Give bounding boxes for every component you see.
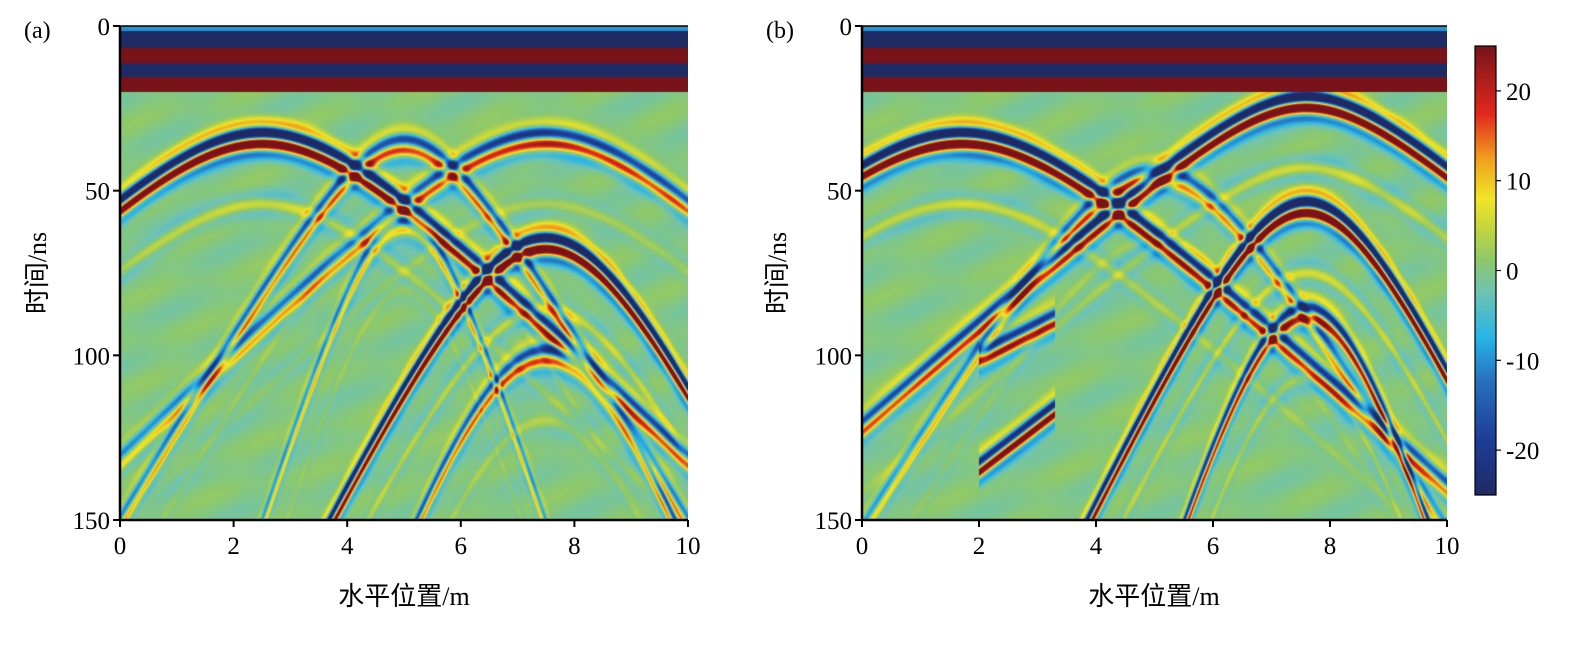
panel-b-ylabel: 时间/ns <box>763 232 792 314</box>
colorbar-tick-label: -10 <box>1506 348 1539 375</box>
panel-b-xtick-label: 2 <box>973 533 986 560</box>
panel-a-xtick-label: 0 <box>114 533 127 560</box>
panel-b-xtick-label: 6 <box>1207 533 1220 560</box>
panel-a-label: (a) <box>24 18 51 44</box>
colorbar-tick-label: 20 <box>1506 79 1531 106</box>
panel-b-xlabel: 水平位置/m <box>1088 582 1219 611</box>
panel-b-xtick-label: 4 <box>1090 533 1103 560</box>
panel-b-heatmap <box>862 26 1447 520</box>
panel-b-ytick-label: 50 <box>827 179 852 206</box>
panel-a-xtick-label: 2 <box>227 533 240 560</box>
panel-a-xtick-label: 6 <box>455 533 468 560</box>
panel-a-xtick-label: 8 <box>568 533 581 560</box>
panel-a-ytick-label: 150 <box>73 508 111 535</box>
panel-a-ytick-label: 50 <box>85 179 110 206</box>
panel-b-ytick-label: 0 <box>840 14 853 41</box>
panel-b-label: (b) <box>766 18 794 44</box>
panel-b-ytick-label: 100 <box>815 343 853 370</box>
colorbar-tick-label: -20 <box>1506 438 1539 465</box>
panel-a-heatmap <box>120 26 688 520</box>
colorbar: 20 10 0 -10 -20 <box>1474 45 1539 496</box>
panel-a-ytick-label: 0 <box>98 14 111 41</box>
panel-a-xtick-label: 4 <box>341 533 354 560</box>
colorbar-tick-label: 10 <box>1506 169 1531 196</box>
panel-b-xtick-label: 0 <box>856 533 869 560</box>
colorbar-ticks: 20 10 0 -10 -20 <box>1496 79 1539 465</box>
colorbar-tick-label: 0 <box>1506 259 1519 286</box>
panel-a-xlabel: 水平位置/m <box>338 582 469 611</box>
panel-b-xtick-label: 8 <box>1324 533 1337 560</box>
panel-a-ytick-label: 100 <box>73 343 111 370</box>
panel-a-xtick-label: 10 <box>676 533 701 560</box>
panel-b-ytick-label: 150 <box>815 508 853 535</box>
panel-a-ylabel: 时间/ns <box>23 232 52 314</box>
panel-b-xtick-label: 10 <box>1435 533 1460 560</box>
colorbar-gradient <box>1475 46 1496 495</box>
